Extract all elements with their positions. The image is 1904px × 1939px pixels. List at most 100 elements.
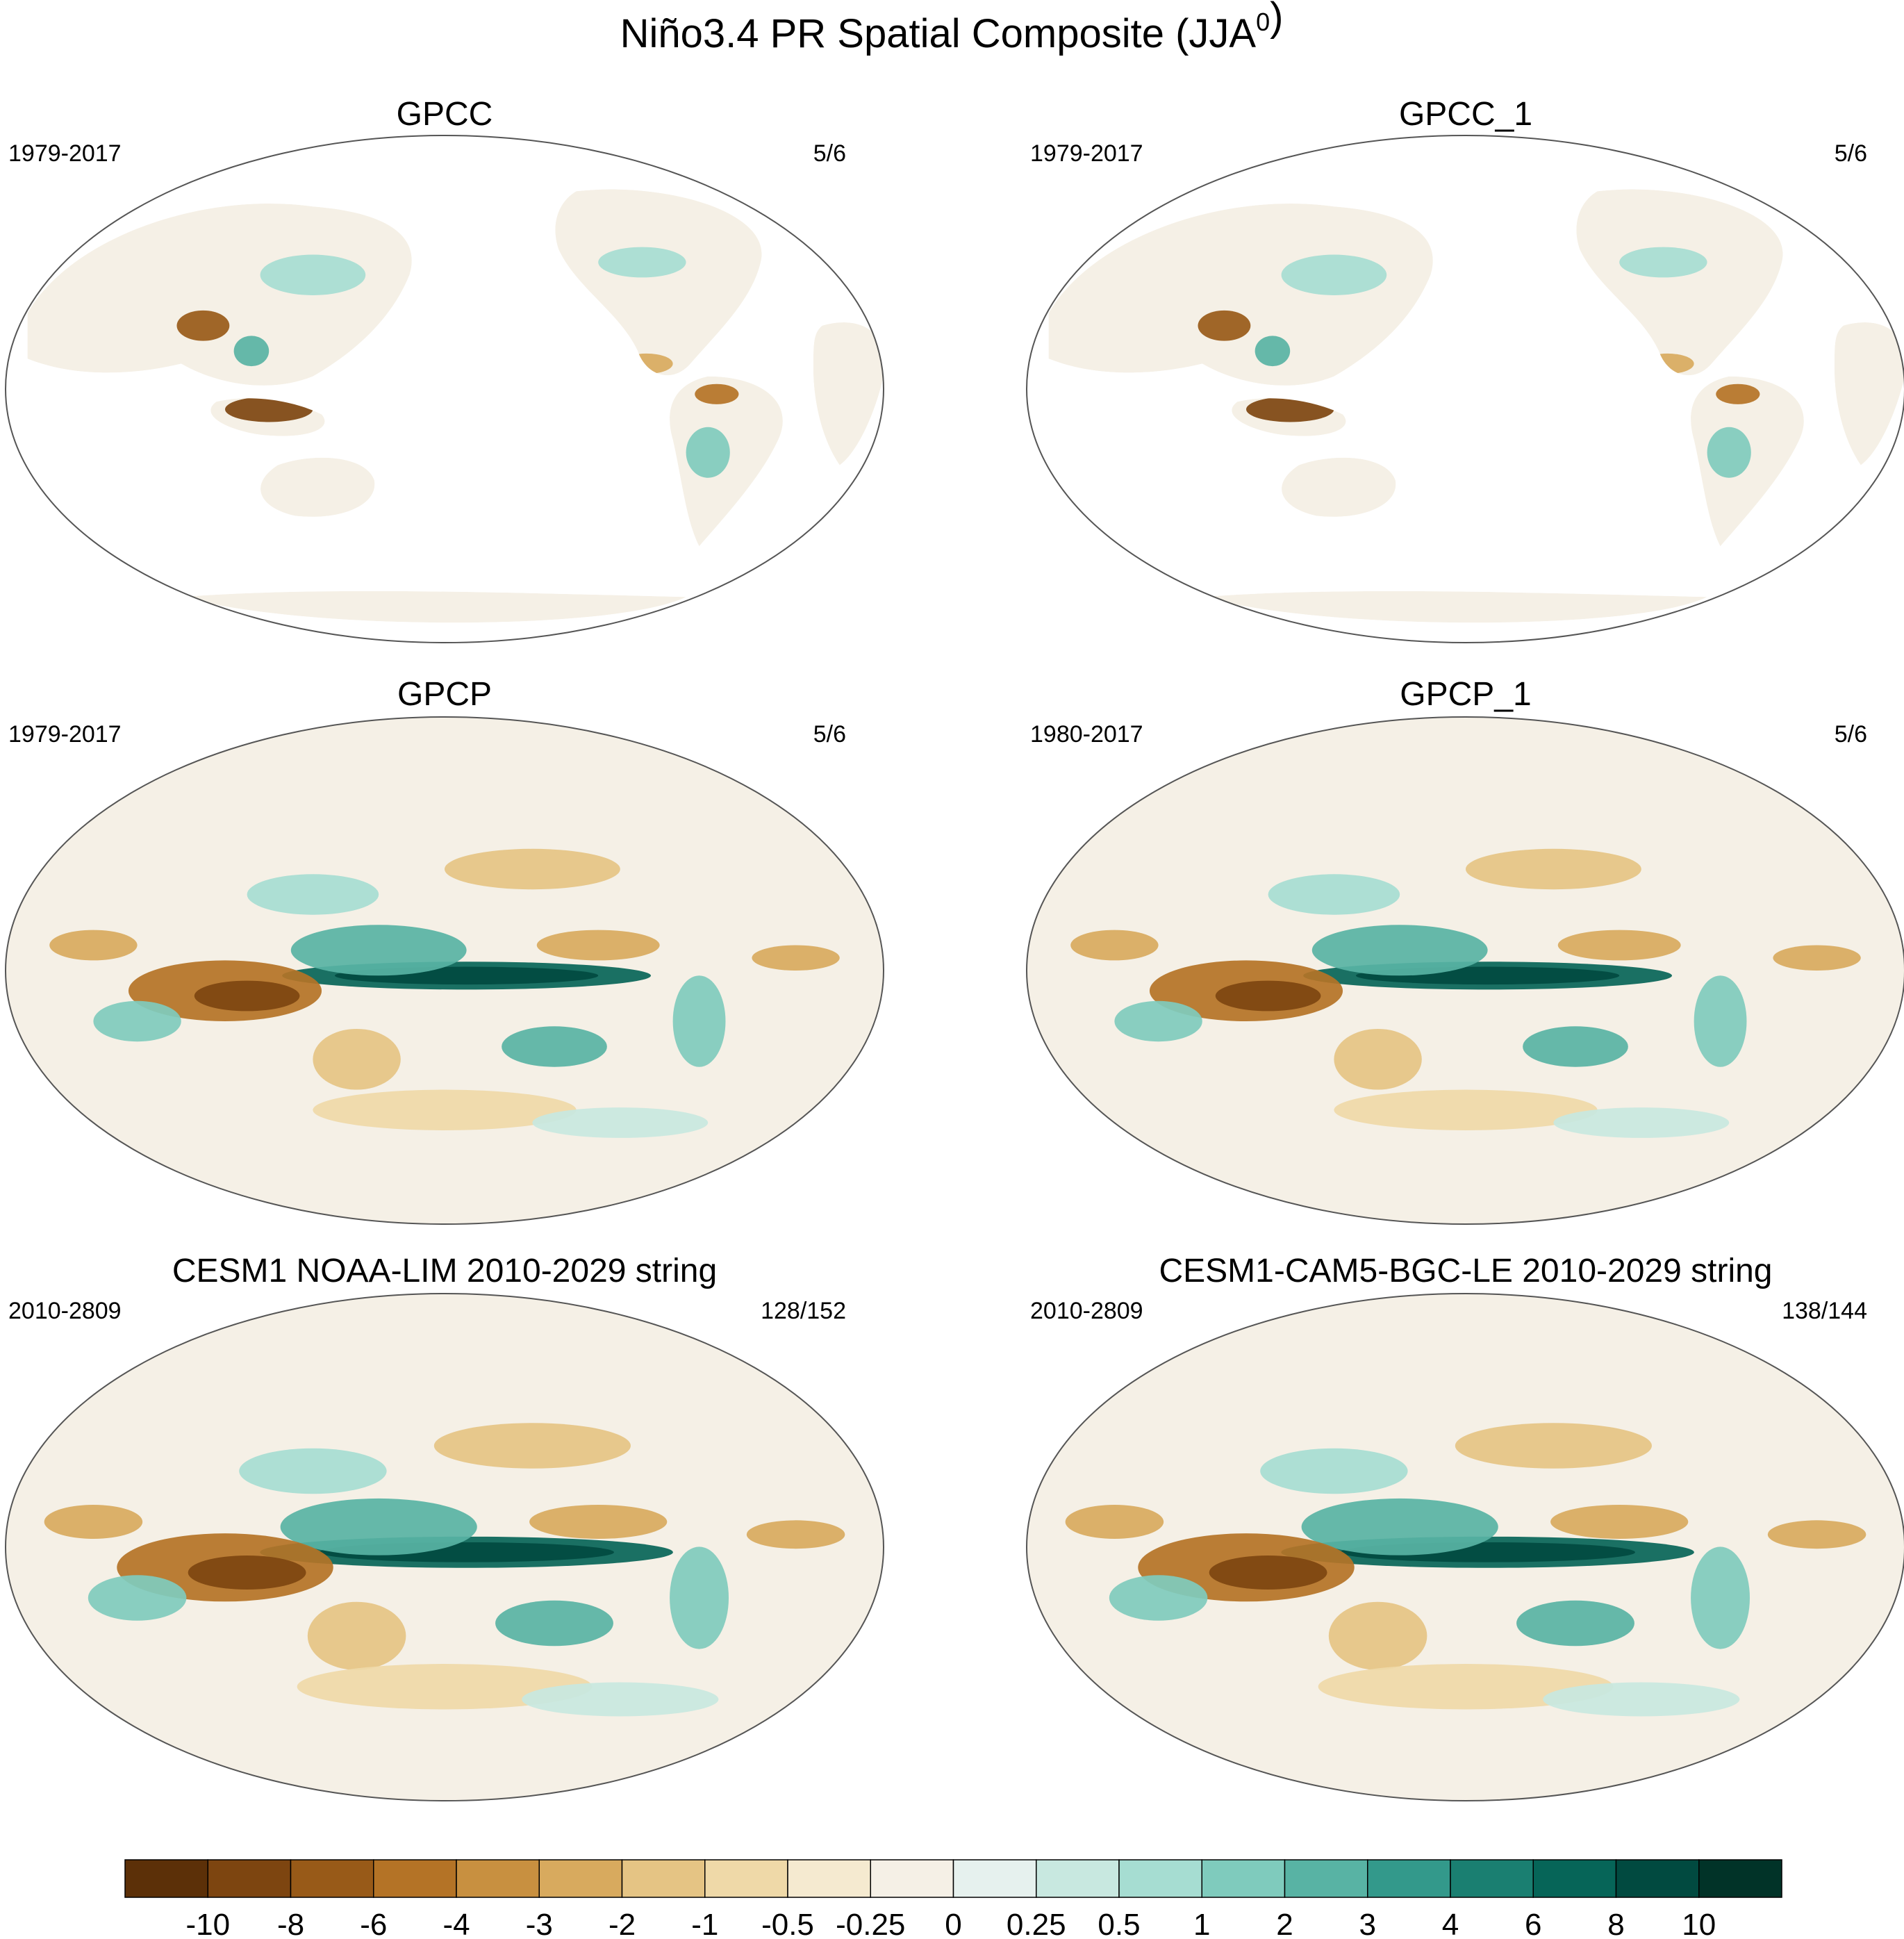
map-field (1027, 717, 1904, 1224)
anomaly-region (536, 930, 660, 961)
anomaly-region (233, 336, 270, 367)
panel-count: 128/152 (761, 1298, 846, 1324)
map-panel: GPCC_1 1979-2017 5/6 (1026, 96, 1904, 643)
anomaly-region (1311, 925, 1488, 976)
colorbar-swatch (1118, 1859, 1202, 1898)
anomaly-region (260, 254, 366, 295)
anomaly-region (49, 930, 138, 961)
colorbar-tick-label: 2 (1276, 1908, 1293, 1939)
colorbar-swatch (1698, 1859, 1782, 1898)
colorbar-swatch (538, 1859, 623, 1898)
panel-count: 5/6 (813, 721, 846, 748)
anomaly-region (695, 383, 739, 404)
anomaly-region (1466, 848, 1641, 890)
colorbar-tick-label: -10 (185, 1908, 230, 1939)
land-fill (555, 189, 762, 376)
colorbar-swatch (621, 1859, 706, 1898)
colorbar: -10 -8 -6 -4 -3 -2 -1 -0.5 -0.25 0 0.25 0.5 1 2 3 4 6 8 10 (124, 1859, 1782, 1939)
panel-years: 1979-2017 (8, 721, 122, 748)
colorbar-tick-label: 6 (1525, 1908, 1541, 1939)
anomaly-region (1553, 1107, 1730, 1138)
map-border (5, 716, 884, 1225)
panel-count: 5/6 (813, 140, 846, 167)
panel-years: 1979-2017 (8, 140, 122, 167)
anomaly-region (1694, 975, 1747, 1067)
anomaly-region (522, 1682, 719, 1717)
map-field (1027, 1294, 1904, 1801)
colorbar-swatch (1615, 1859, 1700, 1898)
anomaly-region (1523, 1026, 1628, 1067)
anomaly-region (280, 1498, 477, 1556)
anomaly-region (239, 1448, 387, 1494)
anomaly-region (307, 1601, 406, 1670)
anomaly-region (502, 1026, 607, 1067)
colorbar-tick-label: -8 (277, 1908, 304, 1939)
anomaly-region (1334, 1028, 1422, 1090)
anomaly-region (672, 975, 726, 1067)
anomaly-region (532, 1107, 709, 1138)
anomaly-region (176, 310, 230, 341)
anomaly-region (44, 1504, 143, 1540)
anomaly-region (1318, 1664, 1614, 1710)
colorbar-tick-label: 1 (1193, 1908, 1210, 1939)
colorbar-swatch (1036, 1859, 1120, 1898)
land-fill (813, 322, 884, 465)
anomaly-region (1691, 1546, 1750, 1649)
colorbar-swatch (952, 1859, 1037, 1898)
panel-count: 5/6 (1835, 721, 1867, 748)
colorbar-swatch (1450, 1859, 1534, 1898)
colorbar-swatch (1367, 1859, 1451, 1898)
map-border (1026, 135, 1904, 643)
land-fill (260, 457, 375, 517)
anomaly-region (194, 980, 300, 1012)
anomaly-region (1455, 1423, 1652, 1469)
anomaly-region (188, 1555, 306, 1590)
colorbar-tick-label: 0.5 (1098, 1908, 1140, 1939)
anomaly-region (1215, 980, 1321, 1012)
anomaly-region (290, 925, 467, 976)
panel-title: CESM1-CAM5-BGC-LE 2010-2029 string (1159, 1253, 1772, 1289)
map-panel: CESM1 NOAA-LIM 2010-2029 string 2010-2809… (5, 1253, 884, 1801)
anomaly-region (1301, 1498, 1498, 1556)
map-panel: CESM1-CAM5-BGC-LE 2010-2029 string 2010-2… (1026, 1253, 1904, 1801)
anomaly-region (1773, 945, 1861, 971)
figure-title-main: Niño3.4 PR Spatial Composite (JJA (620, 11, 1257, 56)
colorbar-tick-label: 3 (1359, 1908, 1376, 1939)
map-field (6, 135, 884, 643)
panel-years: 2010-2809 (1030, 1298, 1143, 1324)
colorbar-swatch (207, 1859, 292, 1898)
map-field (6, 1294, 884, 1801)
map-field (6, 717, 884, 1224)
map-border (1026, 716, 1904, 1225)
anomaly-region (1114, 1000, 1202, 1042)
colorbar-swatch (290, 1859, 374, 1898)
panel-title: GPCP_1 (1400, 676, 1531, 713)
panel-count: 5/6 (1835, 140, 1867, 167)
panel-title: CESM1 NOAA-LIM 2010-2029 string (172, 1253, 717, 1289)
colorbar-swatch (704, 1859, 788, 1898)
colorbar-tick-label: 0 (945, 1908, 961, 1939)
panel-years: 1979-2017 (1030, 140, 1143, 167)
land-fill (27, 204, 412, 386)
anomaly-region (1334, 1089, 1598, 1130)
map-border (5, 1293, 884, 1801)
colorbar-swatch (1284, 1859, 1368, 1898)
figure-title-close-paren: ) (1270, 0, 1283, 40)
colorbar-tick-label: 0.25 (1007, 1908, 1066, 1939)
anomaly-region (433, 1423, 631, 1469)
anomaly-region (1260, 1448, 1408, 1494)
anomaly-region (247, 874, 379, 915)
panel-title: GPCC (397, 96, 493, 133)
panel-years: 1980-2017 (1030, 721, 1143, 748)
anomaly-region (746, 1520, 845, 1549)
anomaly-region (1767, 1520, 1866, 1549)
anomaly-region (1281, 254, 1387, 295)
figure-title-superscript: 0 (1256, 8, 1270, 36)
map-panels: GPCC 1979-2017 5/6 GPCC_1 1979-2017 5/6 GPCP 19… (5, 96, 1904, 1801)
anomaly-region (1209, 1555, 1327, 1590)
anomaly-region (1268, 874, 1400, 915)
anomaly-region (1198, 310, 1251, 341)
colorbar-tick-label: 10 (1682, 1908, 1716, 1939)
anomaly-region (752, 945, 840, 971)
